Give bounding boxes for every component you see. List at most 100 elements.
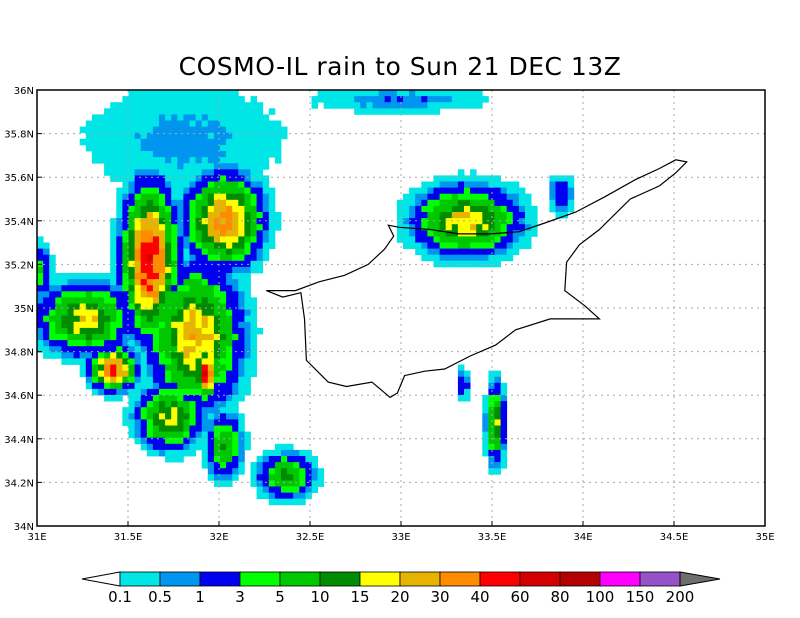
rain-cell [372,96,379,103]
rain-cell [409,242,416,249]
rain-cell [159,120,166,127]
rain-cell [512,218,520,225]
rain-cell [226,279,233,286]
rain-cell [140,163,148,170]
rain-cell [140,144,148,152]
rain-cell [122,181,129,188]
rain-cell [409,102,416,109]
rain-cell [146,340,154,347]
rain-cell [457,175,465,182]
rain-cell [232,388,239,396]
rain-cell [195,321,203,329]
rain-cell [342,102,349,109]
rain-cell [213,90,221,97]
rain-cell [110,224,117,231]
rain-cell [207,352,215,359]
rain-cell [232,163,239,170]
rain-cell [207,419,215,426]
rain-cell [500,224,508,231]
rain-cell [140,212,148,219]
rain-cell [152,193,160,201]
rain-cell [189,352,196,359]
rain-cell [195,230,203,237]
rain-cell [482,187,489,195]
rain-cell [220,340,227,347]
rain-cell [238,425,245,432]
rain-cell [201,266,209,274]
rain-cell [177,224,184,231]
rain-cell [183,327,190,335]
rain-cell [207,181,215,188]
rain-cell [494,382,501,390]
rain-cell [555,187,562,195]
rain-cell [171,90,178,97]
rain-cell [226,437,233,445]
rain-cell [73,346,81,353]
rain-cell [220,327,227,335]
rain-cell [238,212,245,219]
rain-cell [195,395,203,402]
rain-cell [262,218,270,225]
rain-cell [140,199,148,207]
rain-cell [525,242,532,249]
rain-cell [110,340,117,347]
rain-cell [427,90,434,97]
rain-cell [293,474,300,481]
rain-cell [67,285,74,292]
rain-cell [226,108,233,115]
rain-cell [165,138,172,146]
rain-cell [482,395,489,402]
rain-cell [409,187,416,195]
rain-cell [43,242,50,249]
rain-cell [555,181,562,188]
rain-cell [232,285,239,292]
rain-cell [165,212,172,219]
rain-cell [140,175,148,182]
rain-cell [213,96,221,103]
rain-cell [110,334,117,341]
rain-cell [122,279,129,286]
rain-cell [189,163,196,170]
rain-cell [226,254,233,262]
rain-cell [134,413,142,420]
rain-cell [226,419,233,426]
rain-cell [110,279,117,286]
rain-cell [238,224,245,231]
rain-cell [494,181,501,188]
rain-cell [177,346,184,353]
rain-cell [250,199,257,207]
rain-cell [482,242,489,249]
rain-cell [220,443,227,451]
rain-cell [238,327,245,335]
rain-cell [421,242,428,249]
rain-cell [128,236,135,243]
rain-cell [433,205,440,213]
rain-cell [91,346,99,353]
rain-cell [128,230,135,237]
rain-cell [317,90,325,97]
rain-cell [500,395,508,402]
rain-cell [268,236,276,243]
rain-cell [98,327,105,335]
rain-cell [470,218,477,225]
rain-cell [256,199,264,207]
rain-cell [128,346,135,353]
rain-cell [165,114,172,121]
rain-cell [433,248,440,256]
rain-cell [244,151,251,158]
rain-cell [207,474,215,481]
rain-cell [146,431,154,439]
rain-cell [195,419,203,426]
rain-cell [439,218,447,225]
rain-cell [134,151,142,158]
rain-cell [195,163,203,170]
rain-cell [531,205,538,213]
rain-cell [122,303,129,310]
rain-cell [250,138,257,146]
rain-cell [171,224,178,231]
rain-cell [268,230,276,237]
rain-cell [146,254,154,262]
rain-cell [451,205,459,213]
rain-cell [232,407,239,414]
rain-cell [134,242,142,249]
